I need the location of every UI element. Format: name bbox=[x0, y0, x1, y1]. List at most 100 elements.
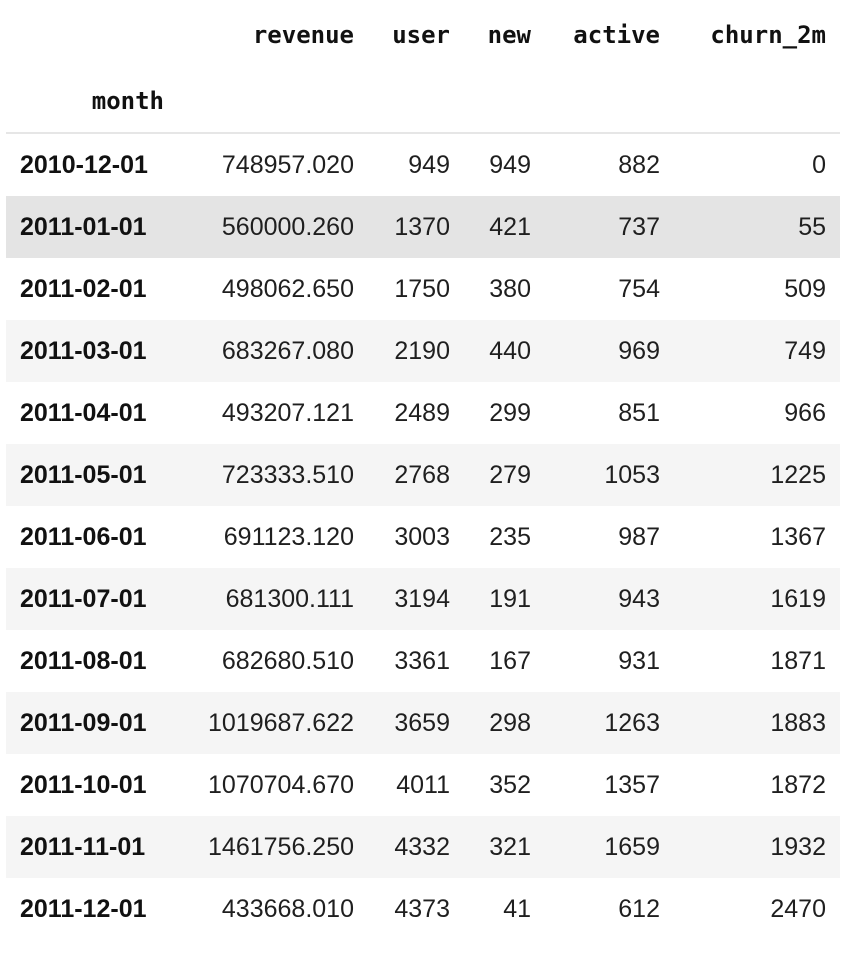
cell-revenue: 682680.510 bbox=[221, 646, 354, 675]
table-row[interactable]: 2011-11-01 1461756.250 4332 321 1659 1932 bbox=[6, 816, 840, 878]
cell-active: 882 bbox=[618, 150, 660, 179]
column-header-churn[interactable]: churn_2m bbox=[710, 21, 826, 49]
cell-new: 321 bbox=[489, 832, 531, 861]
cell-new: 191 bbox=[489, 584, 531, 613]
row-index-month: 2011-04-01 bbox=[20, 398, 147, 427]
column-header-row: revenue user new active churn_2m bbox=[6, 0, 840, 70]
cell-churn-2m: 0 bbox=[812, 150, 826, 179]
cell-churn-2m: 966 bbox=[784, 398, 826, 427]
cell-user: 3659 bbox=[394, 708, 450, 737]
cell-churn-2m: 749 bbox=[784, 336, 826, 365]
cell-active: 1053 bbox=[604, 460, 660, 489]
cell-revenue: 691123.120 bbox=[223, 522, 354, 551]
table-row[interactable]: 2011-03-01 683267.080 2190 440 969 749 bbox=[6, 320, 840, 382]
cell-revenue: 681300.111 bbox=[225, 584, 354, 613]
table-row[interactable]: 2011-10-01 1070704.670 4011 352 1357 1872 bbox=[6, 754, 840, 816]
row-index-month: 2011-02-01 bbox=[20, 274, 147, 303]
cell-user: 2489 bbox=[394, 398, 450, 427]
row-index-month: 2011-12-01 bbox=[20, 894, 147, 923]
column-header-revenue[interactable]: revenue bbox=[252, 21, 354, 49]
cell-user: 1370 bbox=[394, 212, 450, 241]
cell-revenue: 493207.121 bbox=[221, 398, 354, 427]
cell-churn-2m: 509 bbox=[784, 274, 826, 303]
table-row[interactable]: 2011-05-01 723333.510 2768 279 1053 1225 bbox=[6, 444, 840, 506]
cell-revenue: 1461756.250 bbox=[208, 832, 354, 861]
row-index-month: 2011-01-01 bbox=[20, 212, 147, 241]
cell-active: 851 bbox=[618, 398, 660, 427]
cell-new: 167 bbox=[489, 646, 531, 675]
column-header-active[interactable]: active bbox=[573, 21, 660, 49]
cell-new: 298 bbox=[489, 708, 531, 737]
cell-active: 969 bbox=[618, 336, 660, 365]
cell-user: 4332 bbox=[394, 832, 450, 861]
cell-user: 4373 bbox=[394, 894, 450, 923]
cell-user: 949 bbox=[408, 150, 450, 179]
cell-user: 1750 bbox=[394, 274, 450, 303]
row-index-month: 2011-06-01 bbox=[20, 522, 147, 551]
column-header-user[interactable]: user bbox=[392, 21, 450, 49]
cell-new: 299 bbox=[489, 398, 531, 427]
cell-revenue: 498062.650 bbox=[221, 274, 354, 303]
table-row[interactable]: 2011-09-01 1019687.622 3659 298 1263 1883 bbox=[6, 692, 840, 754]
row-index-month: 2011-03-01 bbox=[20, 336, 147, 365]
table-row[interactable]: 2011-08-01 682680.510 3361 167 931 1871 bbox=[6, 630, 840, 692]
cell-revenue: 1019687.622 bbox=[208, 708, 354, 737]
cell-churn-2m: 1872 bbox=[770, 770, 826, 799]
index-name-row: month bbox=[6, 70, 840, 134]
row-index-month: 2011-10-01 bbox=[20, 770, 147, 799]
table-row[interactable]: 2011-04-01 493207.121 2489 299 851 966 bbox=[6, 382, 840, 444]
table-row[interactable]: 2011-06-01 691123.120 3003 235 987 1367 bbox=[6, 506, 840, 568]
cell-user: 3361 bbox=[394, 646, 450, 675]
cell-user: 2768 bbox=[394, 460, 450, 489]
cell-active: 754 bbox=[618, 274, 660, 303]
cell-churn-2m: 1883 bbox=[770, 708, 826, 737]
cell-active: 943 bbox=[618, 584, 660, 613]
table-row[interactable]: 2011-12-01 433668.010 4373 41 612 2470 bbox=[6, 878, 840, 940]
cell-churn-2m: 1932 bbox=[770, 832, 826, 861]
cell-revenue: 683267.080 bbox=[221, 336, 354, 365]
cell-new: 949 bbox=[489, 150, 531, 179]
cell-new: 41 bbox=[503, 894, 531, 923]
cell-churn-2m: 1871 bbox=[770, 646, 826, 675]
row-index-month: 2011-05-01 bbox=[20, 460, 147, 489]
cell-new: 235 bbox=[489, 522, 531, 551]
table-row[interactable]: 2011-01-01 560000.260 1370 421 737 55 bbox=[6, 196, 840, 258]
row-index-month: 2011-08-01 bbox=[20, 646, 147, 675]
cell-revenue: 723333.510 bbox=[221, 460, 354, 489]
cell-active: 1659 bbox=[604, 832, 660, 861]
cell-churn-2m: 1367 bbox=[770, 522, 826, 551]
row-index-month: 2011-11-01 bbox=[20, 832, 146, 861]
cell-new: 440 bbox=[489, 336, 531, 365]
table-row[interactable]: 2011-02-01 498062.650 1750 380 754 509 bbox=[6, 258, 840, 320]
cell-active: 612 bbox=[618, 894, 660, 923]
cell-active: 987 bbox=[618, 522, 660, 551]
row-index-month: 2011-07-01 bbox=[20, 584, 147, 613]
row-index-month: 2011-09-01 bbox=[20, 708, 147, 737]
cell-revenue: 433668.010 bbox=[221, 894, 354, 923]
cell-new: 352 bbox=[489, 770, 531, 799]
table-row[interactable]: 2011-07-01 681300.111 3194 191 943 1619 bbox=[6, 568, 840, 630]
cell-churn-2m: 1225 bbox=[770, 460, 826, 489]
cell-revenue: 748957.020 bbox=[221, 150, 354, 179]
index-name: month bbox=[91, 87, 164, 115]
cell-churn-2m: 1619 bbox=[770, 584, 826, 613]
cell-active: 737 bbox=[618, 212, 660, 241]
cell-new: 279 bbox=[489, 460, 531, 489]
cell-active: 1357 bbox=[604, 770, 660, 799]
cell-churn-2m: 55 bbox=[798, 212, 826, 241]
row-index-month: 2010-12-01 bbox=[20, 150, 148, 179]
cell-churn-2m: 2470 bbox=[770, 894, 826, 923]
table-row[interactable]: 2010-12-01 748957.020 949 949 882 0 bbox=[6, 134, 840, 196]
cell-user: 3194 bbox=[394, 584, 450, 613]
cell-active: 931 bbox=[618, 646, 660, 675]
cell-user: 4011 bbox=[396, 770, 450, 799]
cell-new: 380 bbox=[489, 274, 531, 303]
dataframe-table: revenue user new active churn_2m month 2… bbox=[6, 0, 840, 940]
cell-active: 1263 bbox=[604, 708, 660, 737]
cell-revenue: 1070704.670 bbox=[208, 770, 354, 799]
cell-user: 2190 bbox=[394, 336, 450, 365]
cell-user: 3003 bbox=[394, 522, 450, 551]
cell-revenue: 560000.260 bbox=[221, 212, 354, 241]
cell-new: 421 bbox=[489, 212, 531, 241]
column-header-new[interactable]: new bbox=[487, 21, 531, 49]
